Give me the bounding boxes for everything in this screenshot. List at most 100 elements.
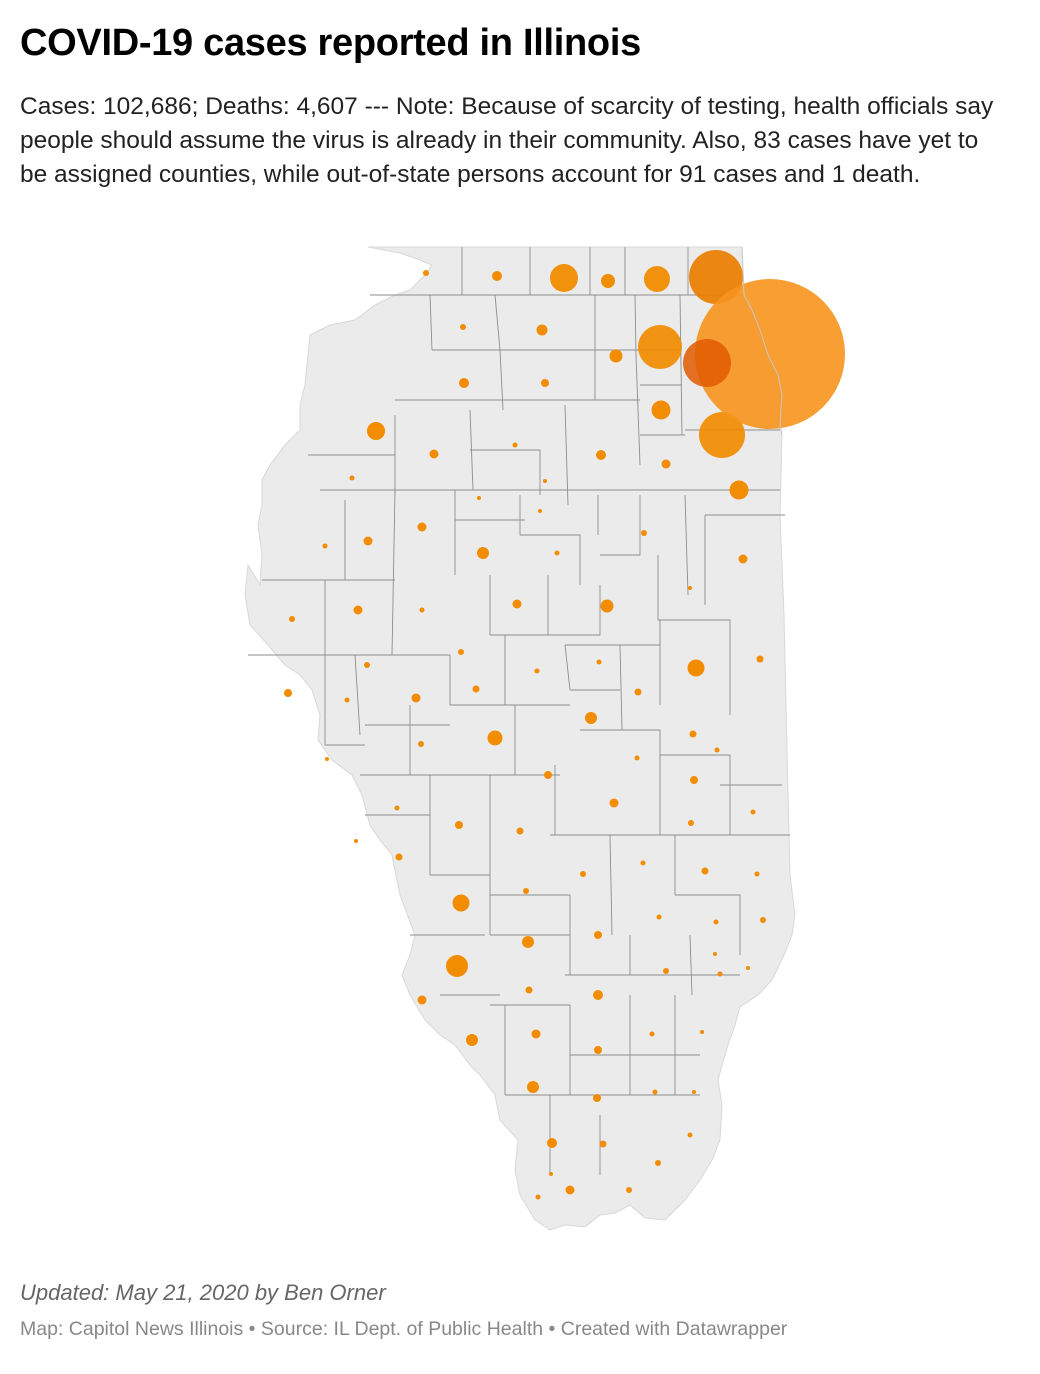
county-bubble bbox=[535, 1194, 541, 1200]
county-bubble bbox=[634, 755, 640, 761]
county-bubble bbox=[692, 1090, 696, 1094]
county-bubble bbox=[394, 805, 400, 811]
county-bubble bbox=[609, 798, 619, 808]
county-bubble bbox=[750, 809, 756, 815]
county-bubble bbox=[580, 871, 586, 877]
county-bubble bbox=[512, 599, 522, 609]
county-bubble bbox=[655, 1160, 661, 1166]
county-bubble bbox=[729, 480, 749, 500]
county-bubble bbox=[516, 827, 524, 835]
county-bubble bbox=[609, 349, 623, 363]
county-bubble bbox=[714, 747, 720, 753]
county-bubble bbox=[477, 547, 489, 559]
county-bubble bbox=[527, 1081, 539, 1093]
map-svg bbox=[244, 246, 845, 1231]
county-bubble bbox=[756, 655, 764, 663]
county-bubble bbox=[522, 936, 534, 948]
county-bubble bbox=[713, 919, 719, 925]
county-bubble bbox=[601, 274, 615, 288]
county-bubble bbox=[289, 616, 295, 622]
county-bubble bbox=[417, 522, 427, 532]
county-bubble bbox=[325, 757, 329, 761]
county-bubble bbox=[446, 955, 468, 977]
county-bubble bbox=[322, 543, 328, 549]
county-bubble bbox=[754, 871, 760, 877]
county-bubble bbox=[717, 971, 723, 977]
county-bubble bbox=[452, 894, 470, 912]
county-bubble bbox=[541, 379, 549, 387]
county-bubble bbox=[713, 952, 717, 956]
county-bubble bbox=[554, 550, 560, 556]
county-bubble bbox=[688, 586, 692, 590]
county-bubble bbox=[593, 1094, 601, 1102]
county-bubble bbox=[626, 1187, 632, 1193]
county-bubble bbox=[284, 689, 292, 697]
county-bubble bbox=[593, 990, 603, 1000]
county-bubble bbox=[354, 839, 358, 843]
county-bubble bbox=[651, 400, 671, 420]
county-bubble bbox=[477, 496, 481, 500]
county-bubble bbox=[531, 1029, 541, 1039]
county-bubble bbox=[585, 712, 597, 724]
county-bubble bbox=[760, 917, 766, 923]
county-bubble bbox=[652, 1089, 658, 1095]
county-bubble bbox=[599, 1140, 607, 1148]
county-bubble bbox=[640, 860, 646, 866]
county-bubble bbox=[594, 931, 602, 939]
county-bubble bbox=[523, 888, 529, 894]
county-bubble bbox=[547, 1138, 557, 1148]
county-bubble bbox=[596, 659, 602, 665]
county-bubble bbox=[663, 968, 669, 974]
source-credits: Map: Capitol News Illinois • Source: IL … bbox=[20, 1318, 788, 1340]
county-bubble bbox=[349, 475, 355, 481]
county-bubble bbox=[525, 986, 533, 994]
chart-description: Cases: 102,686; Deaths: 4,607 --- Note: … bbox=[20, 93, 994, 188]
county-bubble bbox=[460, 324, 466, 330]
county-bubble bbox=[661, 459, 671, 469]
county-bubble bbox=[423, 270, 429, 276]
county-bubbles-mid bbox=[367, 400, 749, 1046]
county-bubble bbox=[487, 730, 503, 746]
county-bubble bbox=[687, 659, 705, 677]
illinois-map[interactable] bbox=[0, 235, 1040, 1245]
county-bubble bbox=[419, 607, 425, 613]
dupage-county-bubble bbox=[683, 339, 731, 387]
updated-note: Updated: May 21, 2020 by Ben Orner bbox=[20, 1280, 386, 1305]
county-bubble bbox=[689, 250, 743, 304]
county-bubble bbox=[689, 730, 697, 738]
county-bubble bbox=[565, 1185, 575, 1195]
county-bubble bbox=[367, 422, 385, 440]
county-bubble bbox=[536, 324, 548, 336]
county-bubble bbox=[492, 271, 502, 281]
county-bubble bbox=[363, 536, 373, 546]
county-bubble bbox=[690, 776, 698, 784]
county-bubble bbox=[459, 378, 469, 388]
county-bubble bbox=[344, 697, 350, 703]
county-bubble bbox=[429, 449, 439, 459]
county-bubble bbox=[656, 914, 662, 920]
county-bubble bbox=[549, 1172, 553, 1176]
county-bubble bbox=[641, 530, 647, 536]
county-bubble bbox=[417, 995, 427, 1005]
county-dots bbox=[284, 270, 766, 1200]
state-outline bbox=[244, 246, 796, 1231]
county-bubble bbox=[418, 741, 424, 747]
shoreline bbox=[741, 246, 783, 436]
county-bubble bbox=[649, 1031, 655, 1037]
county-bubble bbox=[638, 325, 682, 369]
county-bubble bbox=[353, 605, 363, 615]
county-bubble bbox=[395, 853, 403, 861]
county-bubble bbox=[534, 668, 540, 674]
county-bubble bbox=[596, 450, 606, 460]
cook-county-bubble bbox=[695, 279, 845, 429]
county-bubble bbox=[364, 662, 370, 668]
county-bubble bbox=[701, 867, 709, 875]
county-bubble bbox=[472, 685, 480, 693]
county-bubble bbox=[699, 412, 745, 458]
county-bubble bbox=[746, 966, 750, 970]
county-bubble bbox=[634, 688, 642, 696]
county-bubble bbox=[700, 1030, 704, 1034]
county-bubble bbox=[543, 479, 547, 483]
county-bubble bbox=[644, 266, 670, 292]
